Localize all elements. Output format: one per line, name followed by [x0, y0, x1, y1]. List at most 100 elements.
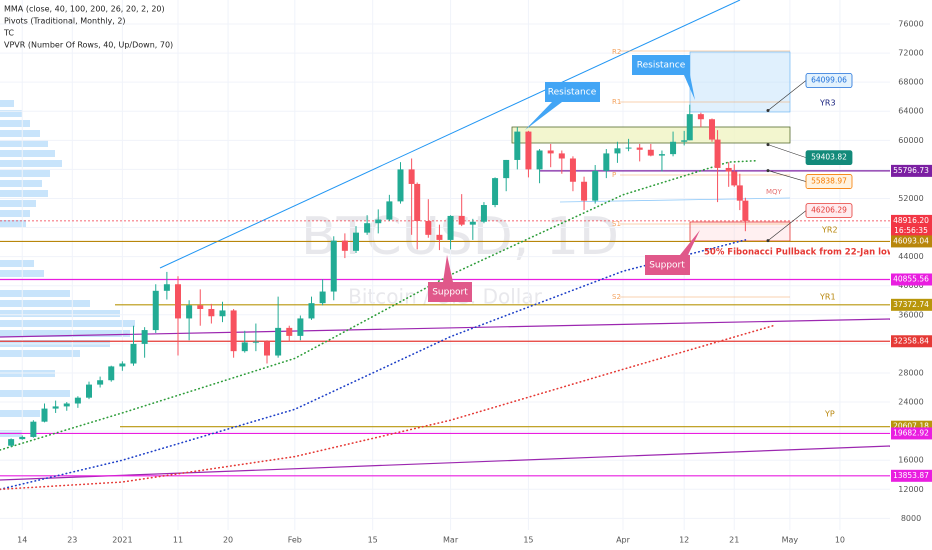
price-tag-label: 19682.92: [893, 428, 929, 437]
candle-body: [130, 343, 137, 364]
y-tick-label: 24000: [898, 398, 923, 407]
candle-body: [658, 154, 665, 156]
candle-body: [670, 141, 677, 155]
callout-label: 64099.06: [811, 76, 847, 85]
trend-line: [0, 318, 891, 338]
callout-label: 59403.82: [811, 153, 847, 162]
y-tick-label: 60000: [898, 136, 923, 145]
x-tick-label: 10: [835, 536, 845, 545]
vp-bar: [0, 220, 26, 227]
candle-body: [19, 436, 26, 440]
y-tick-label: 44000: [898, 252, 923, 261]
price-tag-label: 48916.20: [893, 216, 929, 225]
candle-body: [8, 439, 15, 446]
x-tick-label: 14: [17, 536, 27, 545]
candle-body: [436, 234, 443, 240]
x-tick-label: 20: [223, 536, 233, 545]
vp-bar: [0, 170, 50, 177]
level-name: YR2: [821, 226, 838, 235]
callout-point: [766, 109, 770, 113]
callout-connector: [767, 144, 807, 158]
callout-connector: [767, 80, 807, 111]
indicator-legend: MMA (close, 40, 100, 200, 26, 20, 2, 20)…: [3, 5, 173, 50]
callout-box: [632, 55, 695, 100]
annotation: Support: [649, 261, 685, 271]
candle-body: [414, 183, 421, 222]
moving-average: [0, 239, 747, 491]
vp-bar: [0, 390, 70, 397]
candle-body: [709, 119, 715, 140]
y-tick-label: 12000: [898, 485, 923, 494]
vp-bar: [0, 120, 30, 127]
x-tick-label: Mar: [443, 536, 459, 545]
price-tag: [891, 273, 932, 286]
candle-body: [219, 310, 226, 317]
candle-body: [547, 150, 554, 154]
candle-body: [86, 384, 92, 398]
candle-body: [536, 150, 543, 170]
price-tag-label: 13853.87: [893, 471, 929, 480]
vp-bar: [0, 130, 40, 137]
candle-body: [241, 342, 248, 352]
candle-body: [636, 147, 643, 150]
candle-body: [514, 131, 521, 160]
annotation: Support: [432, 288, 468, 298]
level-name: R2: [612, 48, 621, 56]
indicator: Pivots (Traditional, Monthly, 2): [4, 17, 126, 26]
candle-body: [175, 284, 181, 319]
volume-profile: [0, 100, 135, 437]
candle-body: [286, 327, 293, 336]
candle-body: [686, 114, 693, 141]
level-name: YP: [824, 410, 835, 419]
candle-body: [731, 171, 738, 186]
candle-body: [30, 421, 37, 437]
candle-body: [492, 178, 499, 206]
vp-bar: [0, 260, 34, 267]
candle-body: [275, 327, 282, 356]
candle-body: [647, 149, 654, 156]
x-tick-label: Apr: [616, 536, 631, 545]
box: [511, 126, 791, 144]
vp-bar: [0, 320, 135, 327]
candle-body: [264, 341, 270, 356]
y-tick-label: 72000: [898, 49, 923, 58]
price-tag: [891, 235, 932, 248]
candle-body: [141, 330, 148, 344]
y-tick-label: 40000: [898, 281, 923, 290]
price-tag: [891, 164, 932, 177]
annotations: Resistance Resistance Support Support 50…: [428, 55, 895, 302]
x-tick-label: 15: [523, 536, 533, 545]
candle-body: [52, 406, 59, 409]
candle-body: [386, 201, 393, 220]
vp-bar: [0, 300, 90, 307]
moving-average: [0, 159, 758, 451]
vp-bar: [0, 330, 130, 337]
box: [689, 51, 791, 113]
candle-body: [614, 148, 621, 154]
price-tag-label: 40855.56: [893, 275, 929, 284]
level-name: YR1: [819, 293, 836, 302]
y-tick-label: 64000: [898, 107, 923, 116]
callout-connector: [767, 170, 807, 182]
level-name: S2: [612, 293, 621, 301]
y-tick-label: 28000: [898, 368, 923, 377]
candle-body: [230, 310, 237, 352]
level-name: P: [612, 171, 616, 179]
candle-body: [364, 223, 371, 233]
candle-body: [725, 167, 732, 172]
vp-bar: [0, 110, 22, 117]
price-tag: [891, 427, 932, 440]
x-tick-label: 23: [67, 536, 77, 545]
axes: 8000120001600020000240002800032000360004…: [17, 19, 932, 545]
candle-body: [397, 169, 404, 202]
candle-body: [119, 363, 126, 367]
levels: [0, 170, 890, 477]
indicator: TC: [3, 29, 14, 38]
callout-label: 46206.29: [811, 206, 847, 215]
candle-body: [569, 158, 576, 182]
candle-body: [742, 200, 749, 221]
countdown: 16:56:35: [894, 226, 928, 235]
candle-body: [681, 140, 688, 142]
callout-box: [805, 73, 853, 88]
level-name: YR3: [819, 99, 836, 108]
